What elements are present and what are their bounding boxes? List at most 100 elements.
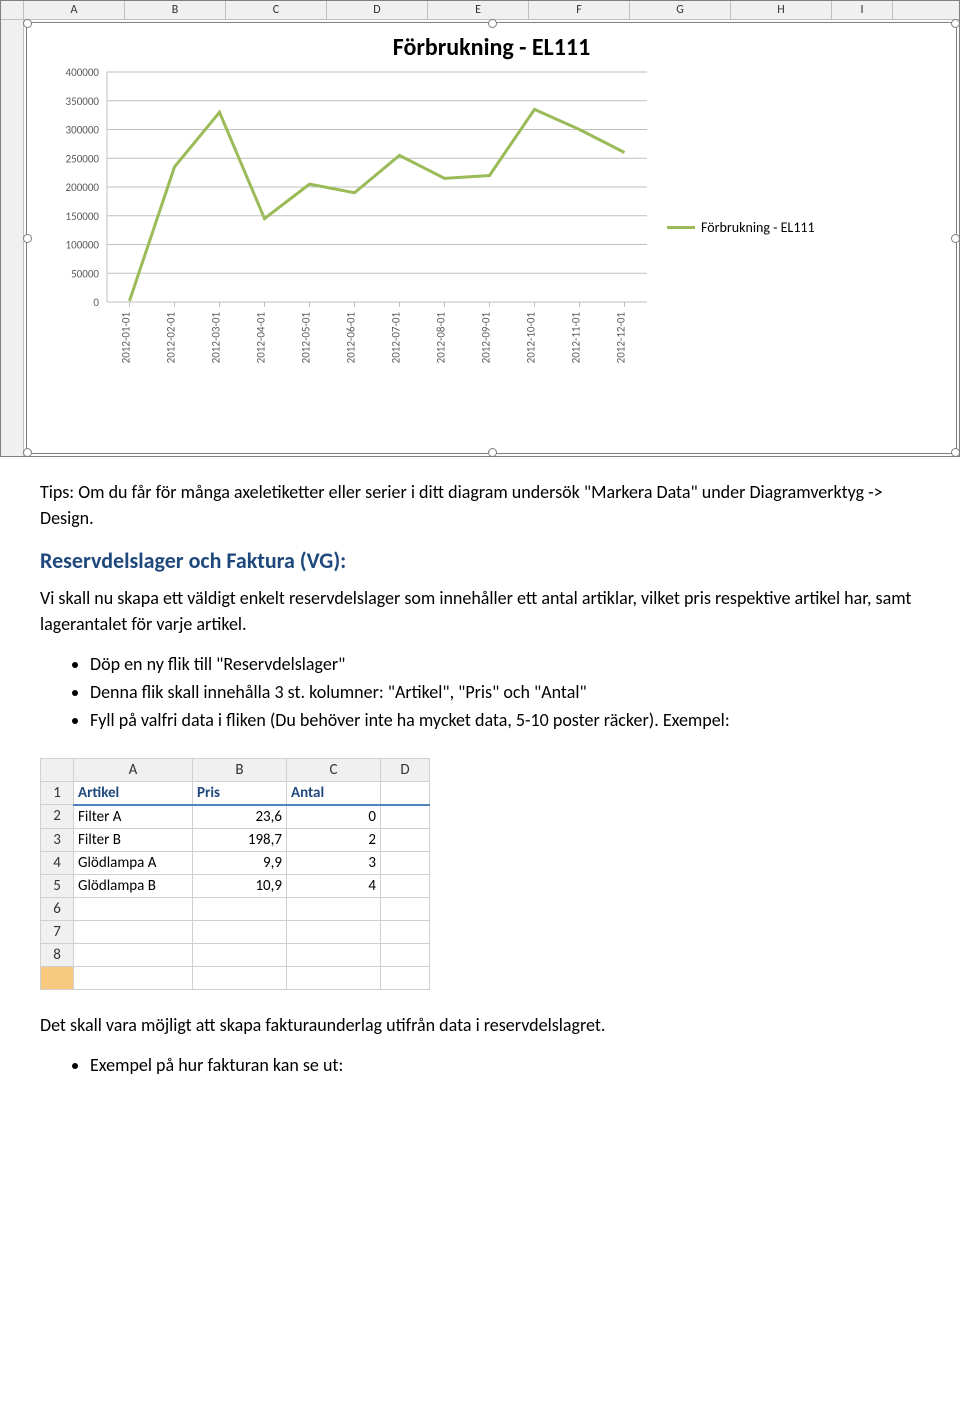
- table-cell[interactable]: 3: [287, 851, 381, 874]
- table-header-cell[interactable]: Artikel: [74, 781, 193, 805]
- document-body-lower: Det skall vara möjligt att skapa faktura…: [0, 990, 960, 1102]
- table-row[interactable]: 7: [41, 920, 430, 943]
- table-cell[interactable]: [193, 943, 287, 966]
- table-cell[interactable]: Filter A: [74, 805, 193, 829]
- table-cell[interactable]: [74, 943, 193, 966]
- resize-handle-icon[interactable]: [23, 234, 32, 243]
- table-row[interactable]: 2Filter A23,60: [41, 805, 430, 829]
- table-cell[interactable]: [381, 966, 430, 989]
- table-cell[interactable]: [74, 920, 193, 943]
- col-header[interactable]: C: [287, 758, 381, 781]
- table-cell[interactable]: [193, 966, 287, 989]
- svg-text:2012-07-01: 2012-07-01: [390, 312, 403, 364]
- table-cell[interactable]: Glödlampa A: [74, 851, 193, 874]
- resize-handle-icon[interactable]: [951, 234, 960, 243]
- corner-cell: [41, 758, 74, 781]
- col-header[interactable]: I: [832, 1, 893, 19]
- table-header-cell[interactable]: Pris: [193, 781, 287, 805]
- row-header[interactable]: 6: [41, 897, 74, 920]
- bullet-list: Döp en ny flik till "Reservdelslager"Den…: [40, 651, 920, 733]
- svg-text:2012-02-01: 2012-02-01: [165, 312, 178, 364]
- row-header[interactable]: 5: [41, 874, 74, 897]
- resize-handle-icon[interactable]: [951, 19, 960, 28]
- resize-handle-icon[interactable]: [23, 19, 32, 28]
- mini-excel-table: ABCD1ArtikelPrisAntal2Filter A23,603Filt…: [40, 758, 430, 990]
- col-header[interactable]: D: [327, 1, 428, 19]
- table-cell[interactable]: [193, 897, 287, 920]
- corner-cell: [1, 1, 24, 19]
- table-cell[interactable]: 23,6: [193, 805, 287, 829]
- chart-plot: 0500001000001500002000002500003000003500…: [37, 62, 657, 392]
- col-header[interactable]: B: [125, 1, 226, 19]
- col-header[interactable]: D: [381, 758, 430, 781]
- table-cell[interactable]: [381, 851, 430, 874]
- svg-text:2012-09-01: 2012-09-01: [480, 312, 493, 364]
- svg-text:200000: 200000: [66, 181, 100, 194]
- col-header[interactable]: A: [24, 1, 125, 19]
- svg-text:50000: 50000: [71, 267, 99, 280]
- chart-legend: Förbrukning - EL111: [657, 62, 867, 392]
- table-row[interactable]: 4Glödlampa A9,93: [41, 851, 430, 874]
- table-cell[interactable]: 2: [287, 828, 381, 851]
- col-header[interactable]: F: [529, 1, 630, 19]
- table-cell[interactable]: Glödlampa B: [74, 874, 193, 897]
- svg-text:2012-05-01: 2012-05-01: [300, 312, 313, 364]
- table-cell[interactable]: [381, 897, 430, 920]
- col-header[interactable]: E: [428, 1, 529, 19]
- table-row[interactable]: 6: [41, 897, 430, 920]
- table-cell[interactable]: [74, 897, 193, 920]
- svg-text:350000: 350000: [66, 95, 100, 108]
- chart-container: Förbrukning - EL111 05000010000015000020…: [24, 20, 959, 456]
- after-table-paragraph: Det skall vara möjligt att skapa faktura…: [40, 1012, 920, 1038]
- table-cell[interactable]: [381, 805, 430, 829]
- table-cell[interactable]: [381, 920, 430, 943]
- row-header[interactable]: 2: [41, 805, 74, 829]
- row-header[interactable]: [41, 966, 74, 989]
- list-item: Exempel på hur fakturan kan se ut:: [90, 1052, 920, 1078]
- row-header[interactable]: 3: [41, 828, 74, 851]
- col-header[interactable]: G: [630, 1, 731, 19]
- table-cell[interactable]: [287, 920, 381, 943]
- col-header[interactable]: B: [193, 758, 287, 781]
- table-cell[interactable]: [193, 920, 287, 943]
- resize-handle-icon[interactable]: [951, 448, 960, 457]
- table-cell[interactable]: Filter B: [74, 828, 193, 851]
- table-row[interactable]: 3Filter B198,72: [41, 828, 430, 851]
- col-header[interactable]: H: [731, 1, 832, 19]
- excel-col-headers: ABCDEFGHI: [1, 1, 959, 20]
- table-cell[interactable]: 198,7: [193, 828, 287, 851]
- svg-text:300000: 300000: [66, 124, 100, 137]
- row-header[interactable]: 7: [41, 920, 74, 943]
- svg-text:2012-03-01: 2012-03-01: [210, 312, 223, 364]
- svg-text:2012-04-01: 2012-04-01: [255, 312, 268, 364]
- list-item: Denna flik skall innehålla 3 st. kolumne…: [90, 679, 920, 705]
- table-row[interactable]: 5Glödlampa B10,94: [41, 874, 430, 897]
- excel-row-headers: [1, 20, 24, 456]
- col-header[interactable]: C: [226, 1, 327, 19]
- table-cell[interactable]: [287, 966, 381, 989]
- table-cell[interactable]: [381, 874, 430, 897]
- table-cell[interactable]: 10,9: [193, 874, 287, 897]
- table-cell[interactable]: [381, 828, 430, 851]
- resize-handle-icon[interactable]: [488, 19, 497, 28]
- resize-handle-icon[interactable]: [23, 448, 32, 457]
- table-cell[interactable]: 9,9: [193, 851, 287, 874]
- table-cell[interactable]: [287, 897, 381, 920]
- table-header-cell[interactable]: Antal: [287, 781, 381, 805]
- col-header[interactable]: A: [74, 758, 193, 781]
- row-header[interactable]: 4: [41, 851, 74, 874]
- table-cell[interactable]: [287, 943, 381, 966]
- chart-frame[interactable]: Förbrukning - EL111 05000010000015000020…: [26, 22, 957, 454]
- table-cell[interactable]: 0: [287, 805, 381, 829]
- resize-handle-icon[interactable]: [488, 448, 497, 457]
- table-cell[interactable]: [74, 966, 193, 989]
- list-item: Fyll på valfri data i fliken (Du behöver…: [90, 707, 920, 733]
- svg-text:2012-12-01: 2012-12-01: [615, 312, 628, 364]
- table-row[interactable]: 8: [41, 943, 430, 966]
- table-row[interactable]: [41, 966, 430, 989]
- table-cell[interactable]: 4: [287, 874, 381, 897]
- table-cell[interactable]: [381, 943, 430, 966]
- table-header-cell[interactable]: [381, 781, 430, 805]
- row-header[interactable]: 1: [41, 781, 74, 805]
- row-header[interactable]: 8: [41, 943, 74, 966]
